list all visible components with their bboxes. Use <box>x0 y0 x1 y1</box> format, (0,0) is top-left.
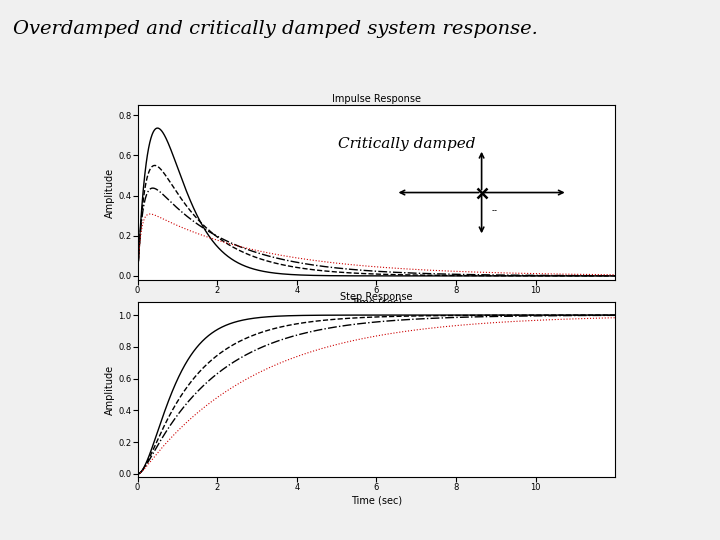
X-axis label: Time (sec): Time (sec) <box>351 495 402 505</box>
Text: Overdamped and critically damped system response.: Overdamped and critically damped system … <box>13 21 538 38</box>
Title: Impulse Response: Impulse Response <box>332 94 421 104</box>
Y-axis label: Amplitude: Amplitude <box>105 167 115 218</box>
Y-axis label: Amplitude: Amplitude <box>105 364 115 415</box>
Text: --: -- <box>491 206 497 215</box>
Title: Step Response: Step Response <box>341 292 413 301</box>
Text: Critically damped: Critically damped <box>338 137 476 151</box>
X-axis label: Time (sec): Time (sec) <box>351 298 402 308</box>
